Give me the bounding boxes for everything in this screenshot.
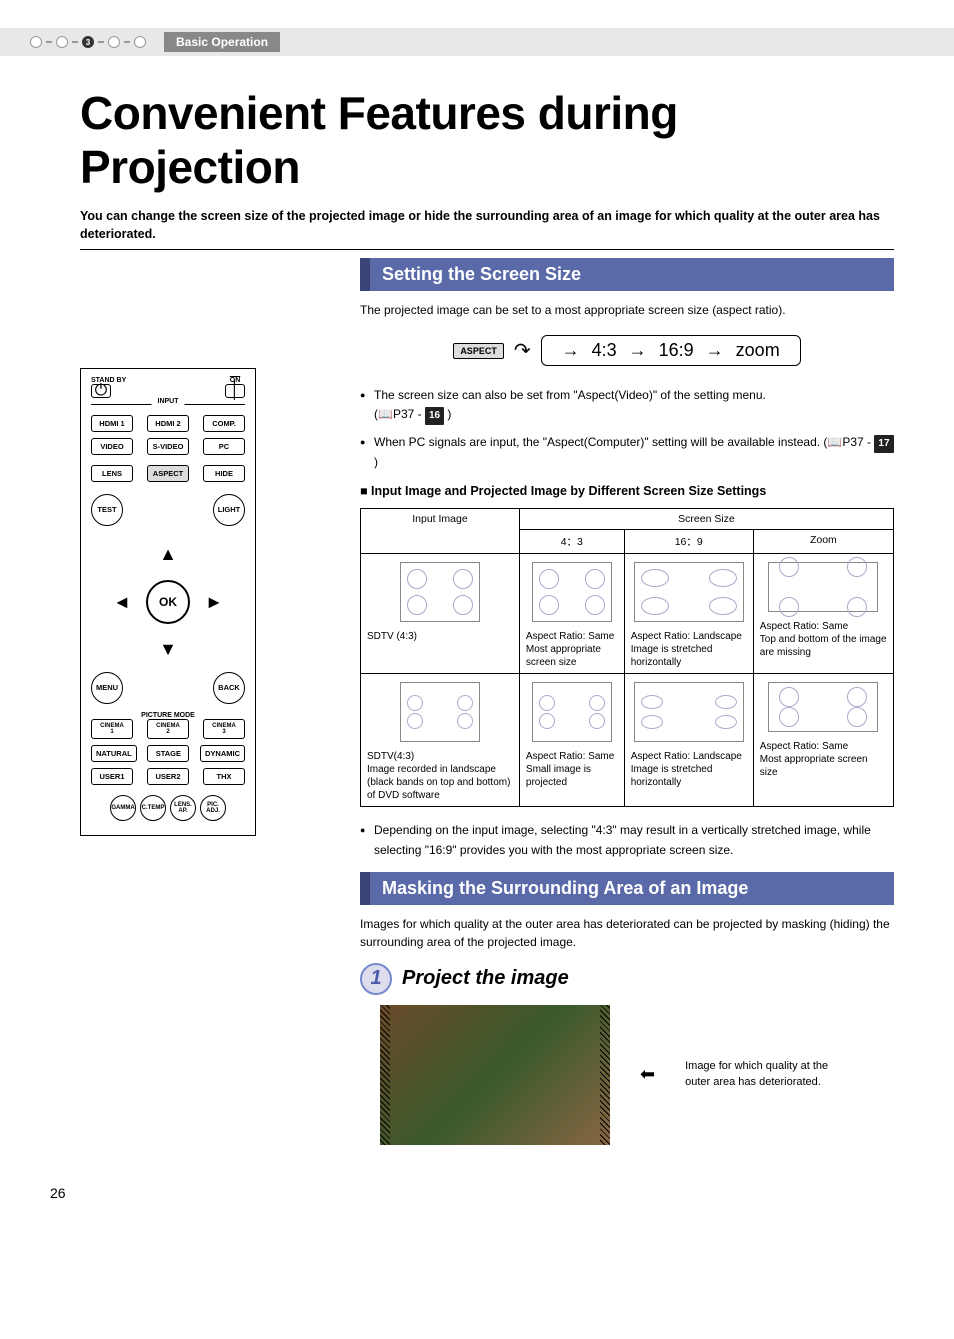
left-arrow[interactable]: ◄ [113,592,131,613]
up-arrow[interactable]: ▲ [159,544,177,565]
flow-169: 16:9 [659,340,694,361]
row2-cell-169: Aspect Ratio: Landscape Image is stretch… [631,750,747,789]
col-screensize: Screen Size [519,509,893,530]
page-title: Convenient Features during Projection [80,86,894,194]
ref-badge-17: 17 [874,435,893,453]
cinema1-button[interactable]: CINEMA 1 [91,719,133,739]
aspect-flow-diagram: ASPECT ↷ → 4:3 → 16:9 → zoom [360,335,894,366]
comp-button[interactable]: COMP. [203,415,245,432]
aspect-table: Input Image Screen Size 4：3 16：9 Zoom SD… [360,508,894,807]
step-number: 1 [360,963,392,995]
svideo-button[interactable]: S-VIDEO [147,438,189,455]
remote-control-diagram: STAND BY ⏻ ON │ INPUT HDMI 1 HDMI 2 COMP… [80,368,256,836]
thx-button[interactable]: THX [203,768,245,785]
hdmi2-button[interactable]: HDMI 2 [147,415,189,432]
dynamic-button[interactable]: DYNAMIC [200,745,245,762]
demo-image [380,1005,610,1145]
bullet-2: When PC signals are input, the "Aspect(C… [360,433,894,472]
demo-caption: Image for which quality at the outer are… [685,1059,855,1090]
row1-cell-43: Aspect Ratio: Same Most appropriate scre… [526,630,618,669]
col-43: 4：3 [519,530,624,554]
hide-button[interactable]: HIDE [203,465,245,482]
intro-text: You can change the screen size of the pr… [80,208,894,250]
natural-button[interactable]: NATURAL [91,745,137,762]
light-button[interactable]: LIGHT [213,494,245,526]
down-arrow[interactable]: ▼ [159,639,177,660]
flow-zoom: zoom [736,340,780,361]
subhead-settings: Input Image and Projected Image by Diffe… [360,484,894,498]
user2-button[interactable]: USER2 [147,768,189,785]
flow-43: 4:3 [592,340,617,361]
row2-cell-43: Aspect Ratio: Same Small image is projec… [526,750,618,789]
user1-button[interactable]: USER1 [91,768,133,785]
right-arrow[interactable]: ► [205,592,223,613]
cinema2-button[interactable]: CINEMA 2 [147,719,189,739]
hdmi1-button[interactable]: HDMI 1 [91,415,133,432]
standby-button[interactable]: ⏻ [91,384,111,398]
pc-button[interactable]: PC [203,438,245,455]
video-button[interactable]: VIDEO [91,438,133,455]
aspect-button-icon: ASPECT [453,343,504,359]
ok-button[interactable]: OK [146,580,190,624]
header-bar: 3 Basic Operation [0,28,954,56]
arrow-left-icon: ⬅ [640,1064,655,1085]
section-label: Basic Operation [164,32,280,52]
cinema3-button[interactable]: CINEMA 3 [203,719,245,739]
row1-cell-zoom: Aspect Ratio: Same Top and bottom of the… [760,620,887,659]
back-button[interactable]: BACK [213,672,245,704]
section1-note: Depending on the input image, selecting … [360,821,894,859]
table-row: SDTV(4:3) Image recorded in landscape (b… [361,674,894,807]
test-button[interactable]: TEST [91,494,123,526]
input-label: INPUT [152,398,185,405]
section2-intro: Images for which quality at the outer ar… [360,915,894,951]
section1-intro: The projected image can be set to a most… [360,301,894,319]
col-zoom: Zoom [753,530,893,554]
section1-header: Setting the Screen Size [360,258,894,291]
row1-cell-169: Aspect Ratio: Landscape Image is stretch… [631,630,747,669]
row2-input: SDTV(4:3) Image recorded in landscape (b… [367,750,513,802]
table-row: SDTV (4:3) Aspect Ratio: Same Most appro… [361,554,894,674]
ctemp-button[interactable]: C.TEMP [140,795,166,821]
menu-button[interactable]: MENU [91,672,123,704]
row1-input: SDTV (4:3) [367,630,513,643]
bullet-1: The screen size can also be set from "As… [360,386,894,425]
col-169: 16：9 [624,530,753,554]
lens-button[interactable]: LENS [91,465,133,482]
gamma-button[interactable]: GAMMA [110,795,136,821]
section2-header: Masking the Surrounding Area of an Image [360,872,894,905]
row2-cell-zoom: Aspect Ratio: Same Most appropriate scre… [760,740,887,779]
aspect-button[interactable]: ASPECT [147,465,189,482]
header-breadcrumb-dots: 3 [30,36,146,48]
project-demo: ⬅ Image for which quality at the outer a… [380,1005,894,1145]
dpad: ▲ ▼ ◄ ► OK [91,532,245,672]
picture-mode-label: PICTURE MODE [91,712,245,719]
step-indicator-active: 3 [82,36,94,48]
page-number: 26 [50,1185,954,1201]
col-input: Input Image [361,509,520,554]
lensap-button[interactable]: LENS. AP. [170,795,196,821]
step-title: Project the image [402,967,569,990]
stage-button[interactable]: STAGE [147,745,189,762]
on-button[interactable]: │ [225,384,245,398]
picadj-button[interactable]: PIC. ADJ. [200,795,226,821]
ref-badge-16: 16 [425,407,444,425]
